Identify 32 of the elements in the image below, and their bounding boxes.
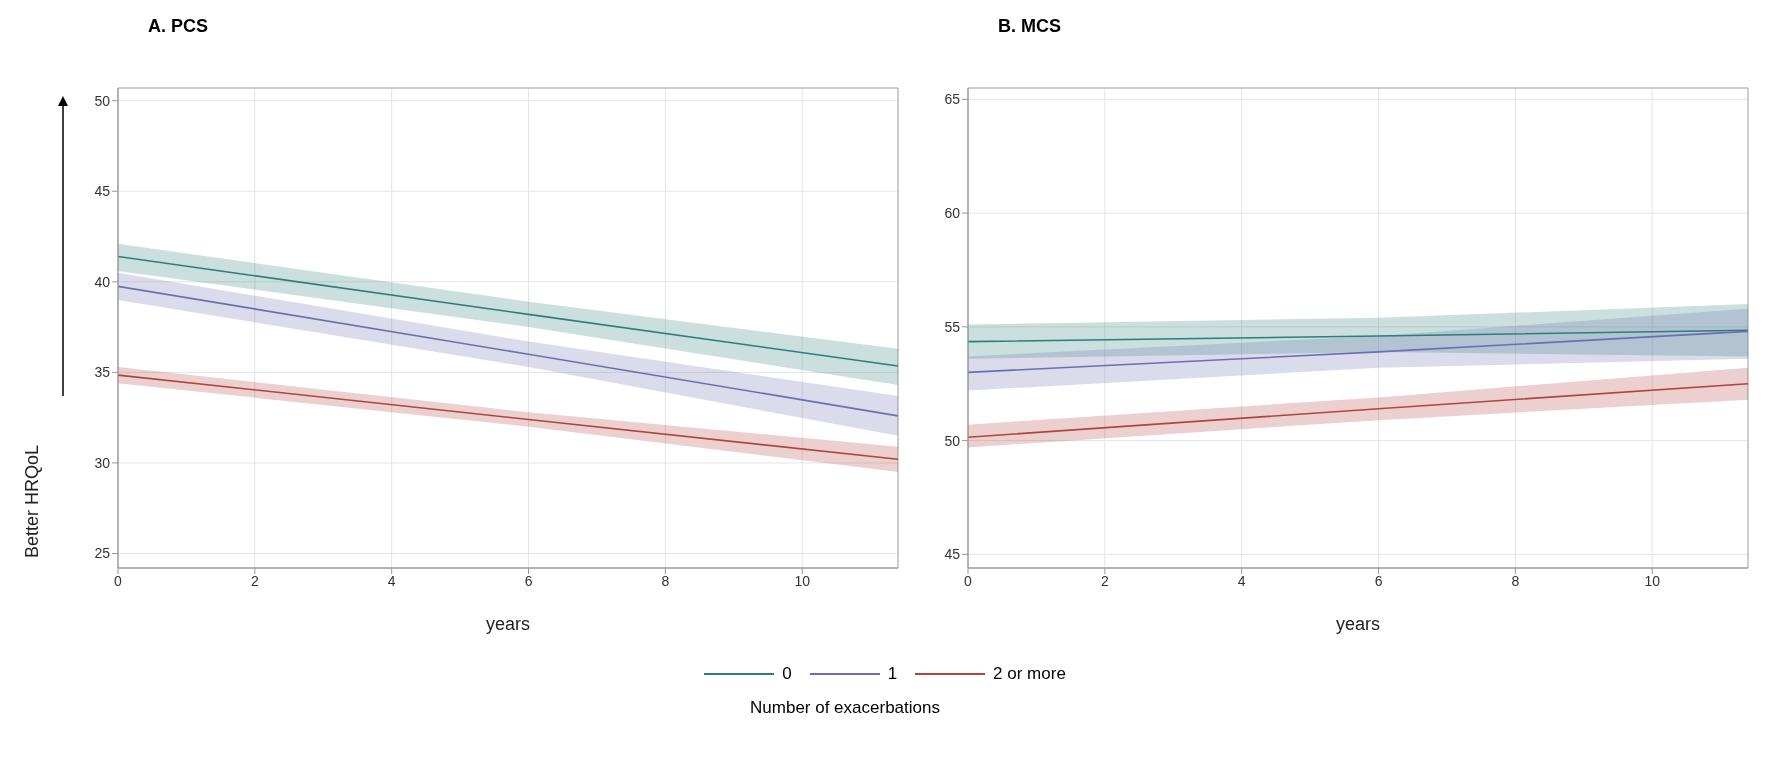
x-tick-label: 6: [524, 572, 533, 589]
x-axis-title: years: [1335, 614, 1381, 634]
y-tick-label: 45: [944, 546, 961, 563]
x-tick-label: 2: [250, 572, 259, 589]
x-tick-label: 8: [661, 572, 670, 589]
x-tick-label: 2: [1100, 572, 1109, 589]
chart-title: B. MCS: [998, 16, 1061, 37]
legend-label: 0: [782, 664, 792, 684]
y-tick-label: 35: [94, 364, 111, 381]
legend-label: 2 or more: [993, 664, 1066, 684]
x-tick-label: 8: [1511, 572, 1520, 589]
x-tick-label: 4: [1237, 572, 1246, 589]
legend-label: 1: [887, 664, 898, 684]
x-tick-label: 4: [387, 572, 396, 589]
y-tick-label: 40: [94, 273, 111, 290]
x-tick-label: 10: [1644, 572, 1661, 589]
y-axis-title: Better HRQoL: [22, 444, 42, 558]
y-tick-label: 25: [94, 545, 111, 562]
y-tick-label: 65: [944, 91, 961, 108]
x-axis-title: years: [485, 614, 531, 634]
y-tick-label: 60: [944, 205, 961, 222]
y-tick-label: 55: [944, 318, 961, 335]
chart-title: A. PCS: [148, 16, 209, 37]
y-tick-label: 50: [944, 432, 961, 449]
legend-title: Number of exacerbations: [749, 698, 941, 718]
x-tick-label: 6: [1374, 572, 1383, 589]
x-tick-label: 10: [794, 572, 811, 589]
y-tick-label: 50: [94, 92, 111, 109]
x-tick-label: 0: [114, 572, 123, 589]
x-tick-label: 0: [964, 572, 973, 589]
y-tick-label: 45: [94, 183, 111, 200]
y-tick-label: 30: [94, 454, 111, 471]
